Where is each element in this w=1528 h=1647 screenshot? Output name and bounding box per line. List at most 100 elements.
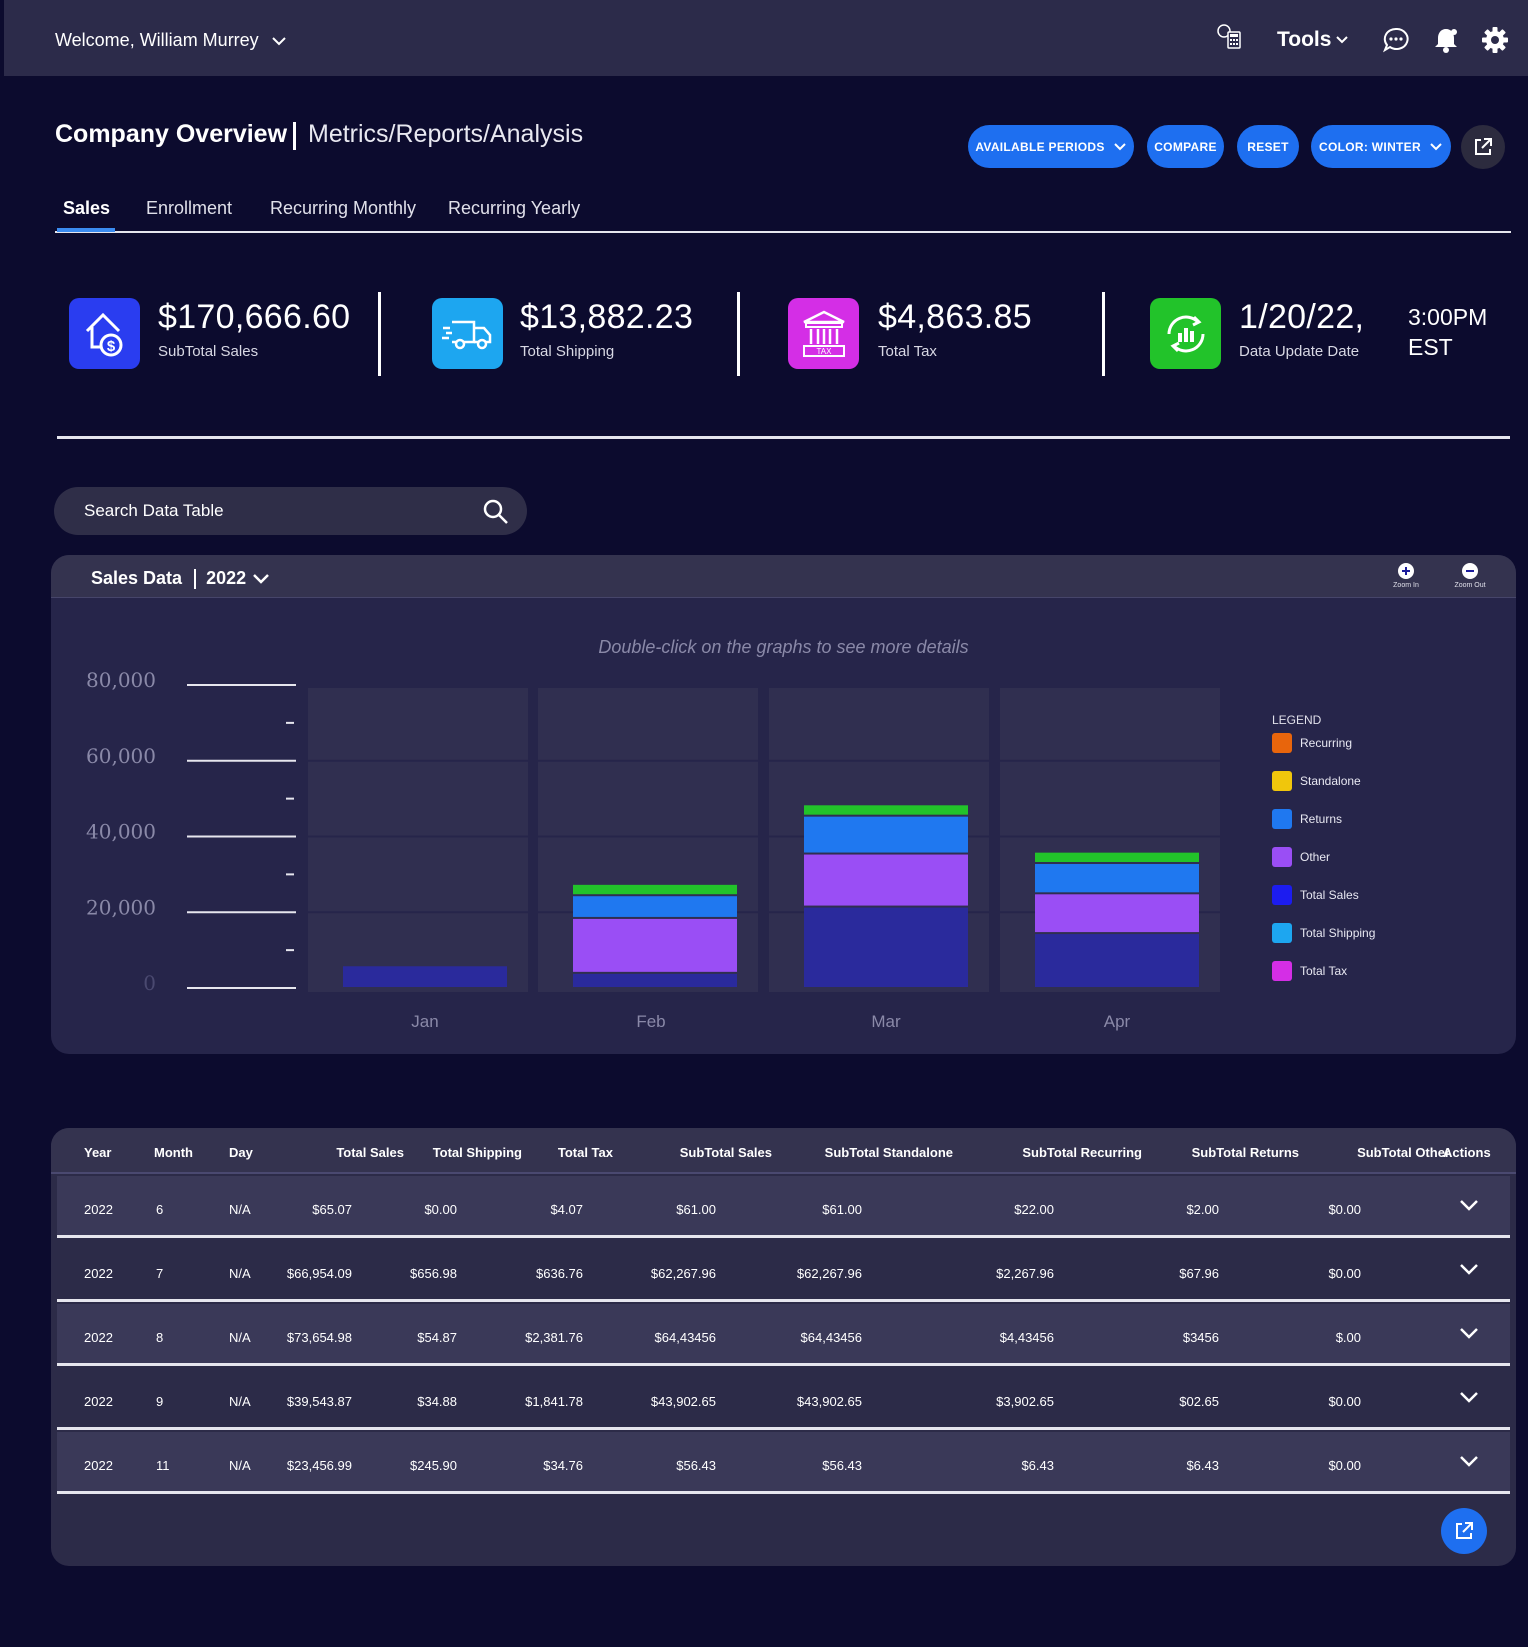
expand-row-chevron-icon[interactable] bbox=[1459, 1198, 1479, 1212]
search-icon[interactable] bbox=[483, 499, 509, 525]
table-cell: 2022 bbox=[84, 1394, 113, 1409]
bar-segment[interactable] bbox=[573, 896, 737, 917]
expand-row-chevron-icon[interactable] bbox=[1459, 1326, 1479, 1340]
legend-item[interactable]: Total Tax bbox=[1272, 961, 1347, 981]
chat-button[interactable] bbox=[1382, 26, 1412, 56]
column-header[interactable]: Total Shipping bbox=[432, 1145, 522, 1160]
year-selector[interactable]: 2022 bbox=[206, 568, 270, 589]
column-header[interactable]: SubTotal Returns bbox=[1191, 1145, 1299, 1160]
legend-swatch bbox=[1272, 733, 1292, 753]
table-open-external-button[interactable] bbox=[1441, 1508, 1487, 1554]
legend-item[interactable]: Returns bbox=[1272, 809, 1342, 829]
active-tab-indicator bbox=[57, 228, 115, 232]
table-cell: $73,654.98 bbox=[286, 1330, 352, 1345]
column-header[interactable]: Day bbox=[229, 1145, 253, 1160]
table-row[interactable]: 2022 8 N/A $73,654.98 $54.87 $2,381.76 $64,434… bbox=[57, 1304, 1510, 1366]
total-tax-icon-tile: TAX bbox=[788, 298, 859, 369]
search-placeholder: Search Data Table bbox=[84, 501, 224, 520]
legend-item[interactable]: Other bbox=[1272, 847, 1330, 867]
legend-label: Returns bbox=[1300, 812, 1343, 826]
color-theme-button[interactable]: COLOR: WINTER bbox=[1311, 125, 1451, 168]
calculator-icon bbox=[1217, 24, 1241, 49]
column-header[interactable]: SubTotal Recurring bbox=[1022, 1145, 1142, 1160]
color-theme-label: COLOR: WINTER bbox=[1319, 139, 1421, 154]
x-tick-label: Feb bbox=[636, 1012, 665, 1031]
bar-segment[interactable] bbox=[804, 816, 968, 853]
title-divider bbox=[293, 122, 296, 150]
column-header[interactable]: SubTotal Other bbox=[1357, 1145, 1450, 1160]
kpi-separator bbox=[378, 292, 381, 376]
table-cell: $64,43456 bbox=[654, 1330, 716, 1345]
table-row[interactable]: 2022 7 N/A $66,954.09 $656.98 $636.76 $62,267.… bbox=[57, 1240, 1510, 1302]
tab-enrollment[interactable]: Enrollment bbox=[146, 198, 233, 218]
table-cell: $62,267.96 bbox=[650, 1266, 716, 1281]
page-title: Company Overview bbox=[55, 120, 288, 148]
table-row[interactable]: 2022 9 N/A $39,543.87 $34.88 $1,841.78 $43,902… bbox=[57, 1368, 1510, 1430]
legend-item[interactable]: Recurring bbox=[1272, 733, 1352, 753]
bar-column-background[interactable] bbox=[308, 688, 528, 992]
column-header[interactable]: Month bbox=[154, 1145, 193, 1160]
settings-button[interactable] bbox=[1481, 26, 1511, 56]
column-header[interactable]: Year bbox=[84, 1145, 112, 1160]
tab-recurring-yearly[interactable]: Recurring Yearly bbox=[448, 198, 581, 218]
notifications-button[interactable] bbox=[1433, 26, 1461, 56]
column-header[interactable]: Total Tax bbox=[557, 1145, 613, 1160]
expand-row-chevron-icon[interactable] bbox=[1459, 1390, 1479, 1404]
tab-recurring-monthly[interactable]: Recurring Monthly bbox=[270, 198, 417, 218]
column-header[interactable]: SubTotal Standalone bbox=[824, 1145, 953, 1160]
bar-segment[interactable] bbox=[1035, 852, 1199, 863]
available-periods-button[interactable]: AVAILABLE PERIODS bbox=[968, 125, 1134, 168]
table-cell: 9 bbox=[156, 1394, 164, 1409]
bar-segment[interactable] bbox=[573, 884, 737, 895]
bar-segment[interactable] bbox=[804, 854, 968, 906]
reset-label: RESET bbox=[1247, 139, 1289, 154]
bar-segment[interactable] bbox=[1035, 894, 1199, 933]
bar-segment[interactable] bbox=[804, 805, 968, 815]
bar-segment[interactable] bbox=[1035, 864, 1199, 893]
column-header[interactable]: SubTotal Sales bbox=[679, 1145, 772, 1160]
legend-label: Total Tax bbox=[1300, 964, 1348, 978]
y-tick-label: 80,000 bbox=[86, 668, 156, 692]
bar-segment[interactable] bbox=[343, 966, 507, 987]
tab-sales[interactable]: Sales bbox=[63, 198, 111, 218]
zoom-out-button[interactable]: Zoom Out bbox=[1446, 563, 1494, 589]
zoom-in-button[interactable]: Zoom In bbox=[1382, 563, 1430, 589]
column-header[interactable]: Total Sales bbox=[336, 1145, 404, 1160]
open-external-button[interactable] bbox=[1461, 125, 1505, 169]
table-row[interactable]: 2022 6 N/A $65.07 $0.00 $4.07 $61.00 $61.00 $22.… bbox=[57, 1176, 1510, 1238]
expand-row-chevron-icon[interactable] bbox=[1459, 1454, 1479, 1468]
legend-item[interactable]: Total Sales bbox=[1272, 885, 1359, 905]
chevron-down-icon bbox=[1430, 142, 1442, 150]
calculator-button[interactable] bbox=[1215, 22, 1245, 56]
tab-bar: Sales Enrollment Recurring Monthly Recur… bbox=[55, 195, 1511, 233]
legend-item[interactable]: Total Shipping bbox=[1272, 923, 1375, 943]
search-input[interactable]: Search Data Table bbox=[54, 487, 527, 535]
bar-segment[interactable] bbox=[1035, 934, 1199, 987]
y-tick-label: 40,000 bbox=[86, 820, 156, 844]
legend-label: Other bbox=[1300, 850, 1331, 864]
tools-menu[interactable]: Tools bbox=[1277, 28, 1349, 52]
available-periods-label: AVAILABLE PERIODS bbox=[975, 139, 1105, 154]
legend-item[interactable]: Standalone bbox=[1272, 771, 1361, 791]
expand-row-chevron-icon[interactable] bbox=[1459, 1262, 1479, 1276]
compare-button[interactable]: COMPARE bbox=[1147, 125, 1224, 168]
bar-segment[interactable] bbox=[573, 973, 737, 987]
data-update-date-value: 1/20/22, bbox=[1239, 298, 1365, 336]
column-header[interactable]: Actions bbox=[1443, 1145, 1491, 1160]
table-cell: 2022 bbox=[84, 1202, 113, 1217]
table-header: Year Month Day Total Sales Total Shipping Tot… bbox=[51, 1128, 1516, 1174]
bar-segment[interactable] bbox=[804, 907, 968, 987]
reset-button[interactable]: RESET bbox=[1237, 125, 1299, 168]
sales-bar-chart[interactable]: 80,000 60,000 40,000 20,000 0 Jan Feb Mar Apr bbox=[51, 555, 1516, 1054]
table-cell: $65.07 bbox=[312, 1202, 352, 1217]
table-cell: $636.76 bbox=[536, 1266, 583, 1281]
bar-segment[interactable] bbox=[573, 918, 737, 972]
total-shipping-icon-tile bbox=[432, 298, 503, 369]
table-row[interactable]: 2022 11 N/A $23,456.99 $245.90 $34.76 $56.43 $5… bbox=[57, 1432, 1510, 1494]
table-cell: $67.96 bbox=[1179, 1266, 1219, 1281]
table-cell: $56.43 bbox=[676, 1458, 716, 1473]
subtotal-sales-label: SubTotal Sales bbox=[158, 343, 259, 360]
user-menu[interactable]: Welcome, William Murrey bbox=[55, 30, 287, 51]
section-divider bbox=[57, 436, 1510, 439]
bell-icon bbox=[1435, 29, 1457, 53]
